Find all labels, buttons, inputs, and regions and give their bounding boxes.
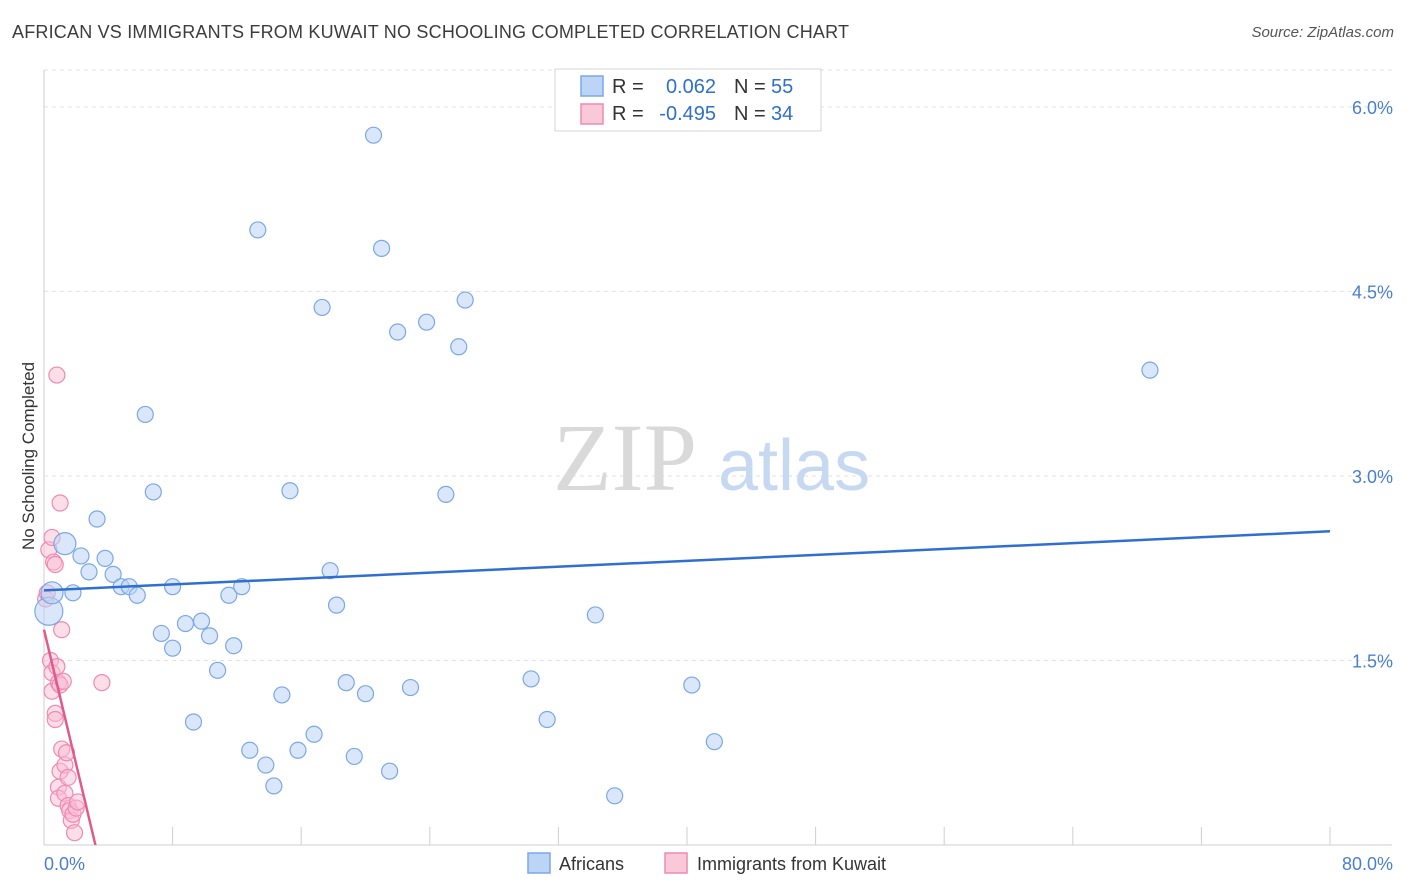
african-point — [40, 581, 64, 605]
kuwait-point — [65, 824, 84, 842]
legend-n-label-kuwait: N = — [734, 103, 766, 125]
y-tick-label: 3.0% — [1352, 467, 1393, 487]
bottom-legend-swatch-africans — [527, 852, 551, 874]
african-point — [265, 777, 283, 795]
bottom-legend: Africans Immigrants from Kuwait — [527, 852, 886, 874]
african-point — [136, 405, 154, 424]
african-point — [249, 221, 267, 239]
legend-n-africans: 55 — [771, 76, 793, 98]
kuwait-point — [93, 674, 111, 692]
kuwait-point — [51, 494, 69, 512]
y-axis-title: No Schooling Completed — [19, 362, 38, 550]
african-point — [88, 510, 106, 528]
kuwait-point — [59, 768, 77, 786]
african-point — [321, 562, 339, 580]
african-point — [401, 678, 420, 697]
chart-source: Source: ZipAtlas.com — [1251, 24, 1394, 41]
african-point — [200, 627, 219, 645]
watermark-zip: ZIP — [553, 404, 697, 511]
african-point — [281, 482, 299, 500]
legend-r-label-africans: R = — [612, 76, 644, 98]
legend-swatch-kuwait — [580, 103, 604, 125]
african-point — [104, 565, 122, 583]
african-point — [705, 733, 723, 751]
african-point — [176, 614, 195, 633]
kuwait-point — [46, 555, 64, 574]
legend-n-kuwait: 34 — [771, 103, 793, 125]
african-point — [437, 485, 455, 504]
african-point — [64, 584, 82, 602]
african-point — [96, 549, 114, 567]
legend-r-label-kuwait: R = — [612, 103, 644, 125]
african-point — [450, 338, 468, 356]
africans-trend-line — [43, 530, 1331, 592]
bottom-legend-africans: Africans — [559, 854, 624, 874]
african-point — [164, 578, 182, 596]
african-point — [372, 239, 391, 257]
legend-swatch-africans — [580, 75, 604, 97]
african-point — [128, 586, 146, 604]
bottom-legend-swatch-kuwait — [664, 852, 688, 874]
african-point — [225, 637, 243, 655]
african-point — [209, 661, 227, 679]
african-point — [53, 532, 77, 556]
african-point — [417, 313, 436, 331]
african-point — [606, 787, 624, 805]
african-point — [356, 685, 375, 703]
watermark: ZIP atlas — [553, 404, 870, 511]
african-point — [364, 126, 383, 144]
african-point — [538, 710, 556, 729]
african-point — [152, 624, 170, 643]
kuwait-trend-line — [42, 629, 97, 846]
x-tick-label-max: 80.0% — [1342, 854, 1393, 874]
african-point — [381, 762, 399, 780]
african-point — [305, 725, 323, 743]
african-point — [586, 606, 604, 624]
african-point — [80, 563, 98, 581]
african-point — [337, 674, 355, 692]
kuwait-point — [53, 621, 71, 639]
legend-n-label-africans: N = — [734, 76, 766, 98]
african-point — [327, 596, 346, 614]
african-point — [456, 291, 474, 309]
african-point — [289, 741, 307, 759]
kuwait-point — [46, 710, 64, 729]
trend-lines — [42, 530, 1331, 846]
african-point — [164, 639, 182, 657]
tick-labels: 1.5% 3.0% 4.5% 6.0% 0.0% 80.0% — [44, 98, 1393, 874]
grid-lines — [44, 69, 1392, 661]
y-tick-label: 6.0% — [1352, 98, 1393, 118]
african-point — [144, 483, 162, 501]
african-point — [273, 686, 291, 704]
axes — [43, 70, 1392, 846]
african-point — [683, 676, 701, 694]
african-point — [345, 747, 363, 766]
african-point — [313, 298, 331, 317]
y-tick-label: 1.5% — [1352, 651, 1393, 671]
african-point — [241, 741, 259, 759]
legend-r-africans: 0.062 — [666, 76, 716, 98]
x-tick-label-min: 0.0% — [44, 854, 85, 874]
series-africans-points — [34, 126, 1159, 805]
legend: R = 0.062 N = 55 R = -0.495 N = 34 — [554, 68, 822, 132]
african-point — [1141, 361, 1159, 379]
african-point — [72, 547, 90, 565]
watermark-atlas: atlas — [718, 426, 870, 506]
african-point — [257, 756, 275, 774]
african-point — [389, 323, 407, 341]
chart-title: AFRICAN VS IMMIGRANTS FROM KUWAIT NO SCH… — [12, 22, 850, 42]
bottom-legend-kuwait: Immigrants from Kuwait — [697, 854, 886, 874]
african-point — [220, 586, 238, 604]
african-point — [522, 670, 540, 688]
legend-r-kuwait: -0.495 — [659, 103, 716, 125]
kuwait-point — [48, 366, 66, 384]
african-point — [184, 713, 203, 731]
african-point — [192, 612, 211, 630]
y-tick-label: 4.5% — [1352, 282, 1393, 302]
